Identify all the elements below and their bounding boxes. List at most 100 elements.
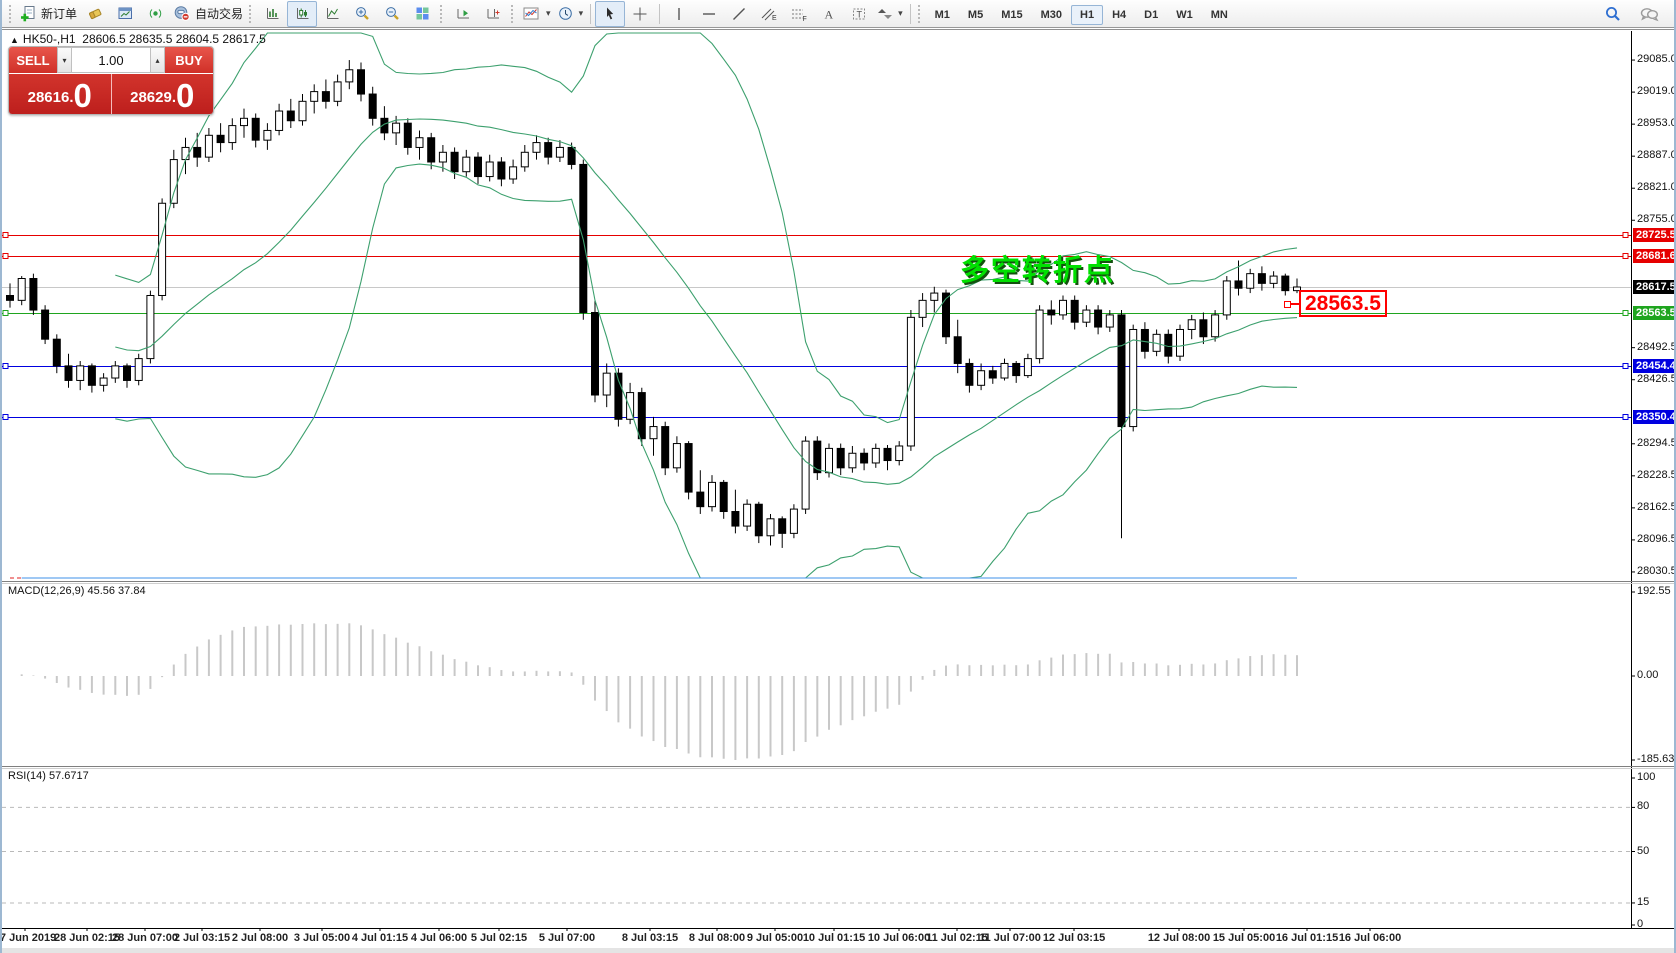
candle-body	[99, 377, 108, 386]
candle-body	[169, 159, 178, 204]
candle-body	[298, 100, 307, 122]
toolbar-grip	[917, 4, 923, 23]
candle-body	[286, 110, 295, 122]
support-price-label: 28350.4	[1633, 410, 1674, 424]
candle-body	[1269, 275, 1278, 284]
candle-body	[380, 117, 389, 134]
auto-trading-button[interactable]: 自动交易	[170, 1, 246, 27]
timeframe-button-MN[interactable]: MN	[1210, 8, 1228, 21]
equidistant-channel-button[interactable]: E	[754, 1, 784, 27]
timeframe-button-H1[interactable]: H1	[1071, 4, 1104, 25]
horizontal-line-button[interactable]	[694, 1, 724, 27]
time-axis-label: 5 Jul 02:15	[470, 932, 528, 944]
price-tick-label: 28096.5	[1637, 532, 1676, 545]
candlestick-chart-icon	[294, 5, 311, 22]
sell-price[interactable]: 28616. 0	[9, 74, 112, 114]
arrows-dropdown[interactable]	[874, 1, 906, 27]
candle-body	[1047, 309, 1056, 316]
timeframe-button-M15[interactable]: M15	[1001, 8, 1023, 21]
timeframe-button-M5[interactable]: M5	[967, 8, 984, 21]
chart-window-button[interactable]	[110, 1, 140, 27]
line-chart-button[interactable]	[317, 1, 347, 27]
buy-button[interactable]: BUY	[165, 47, 213, 73]
signal-button[interactable]	[140, 1, 170, 27]
toolbar-separator	[909, 3, 911, 24]
price-tick-label: 28953.0	[1637, 117, 1676, 130]
timeframe-button-M1[interactable]: M1	[934, 8, 950, 21]
new-order-button[interactable]: 新订单	[17, 1, 80, 27]
vertical-line-button[interactable]	[664, 1, 694, 27]
horizontal-line-icon	[701, 6, 717, 22]
candle-body	[1023, 358, 1032, 377]
timeframe-button-M30[interactable]: M30	[1040, 8, 1062, 21]
candle-body	[64, 365, 73, 381]
candle-body	[1211, 314, 1220, 338]
buy-price[interactable]: 28629. 0	[111, 74, 213, 114]
candle-body	[1094, 309, 1103, 328]
search-button[interactable]	[1598, 1, 1628, 27]
price-tick-label: 29085.0	[1637, 53, 1676, 66]
chart-window-icon	[117, 5, 134, 22]
chart-shift-button[interactable]	[478, 1, 508, 27]
candle-body	[474, 156, 482, 178]
zoom-out-button[interactable]	[377, 1, 407, 27]
volume-decrease-button[interactable]	[57, 47, 72, 73]
zoom-in-icon	[354, 5, 371, 22]
time-axis-label: 10 Jul 06:00	[867, 932, 931, 944]
candle-body	[813, 440, 822, 474]
candle-body	[427, 137, 436, 163]
candle-body	[450, 151, 459, 173]
eraser-button[interactable]	[80, 1, 110, 27]
new-order-label: 新订单	[41, 7, 78, 21]
periods-dropdown[interactable]	[554, 1, 587, 27]
candle-body	[708, 481, 716, 508]
cursor-button[interactable]	[595, 0, 626, 27]
time-axis-label: 10 Jul 01:15	[802, 932, 866, 944]
timeframe-button-D1[interactable]: D1	[1144, 8, 1159, 21]
volume-increase-button[interactable]	[150, 47, 165, 73]
time-axis-label: 11 Jul 02:15	[926, 932, 988, 944]
line-handle	[1622, 363, 1629, 369]
volume-input[interactable]: 1.00	[72, 47, 150, 73]
signal-icon	[147, 5, 164, 22]
candle-body	[965, 362, 974, 386]
support-price-tag[interactable]: 28563.5	[1284, 290, 1387, 317]
resistance-price-label: 28681.6	[1633, 249, 1674, 263]
toolbar-grip	[511, 4, 516, 23]
chat-button[interactable]	[1634, 1, 1664, 27]
trendline-button[interactable]	[724, 1, 754, 27]
timeframe-button-W1[interactable]: W1	[1176, 8, 1193, 21]
candle-body	[76, 365, 85, 381]
candle-body	[403, 122, 412, 148]
candle-body	[942, 292, 950, 338]
auto-scroll-button[interactable]	[448, 1, 478, 27]
symbol-period: HK50-,H1	[22, 32, 76, 46]
time-axis-label: 12 Jul 03:15	[1042, 932, 1106, 944]
line-handle	[1622, 232, 1629, 238]
candle-body	[871, 447, 880, 464]
text-label-button[interactable]: T	[844, 1, 874, 27]
candle-body	[602, 372, 611, 396]
candle-body	[883, 447, 892, 462]
indicators-dropdown[interactable]	[519, 1, 554, 27]
sell-button[interactable]: SELL	[9, 47, 57, 73]
timeframe-button-H4[interactable]: H4	[1112, 8, 1127, 21]
candle-body	[825, 447, 833, 474]
zoom-in-button[interactable]	[347, 1, 377, 27]
svg-text:F: F	[803, 16, 807, 22]
rsi-scale-label: 100	[1637, 771, 1656, 783]
bar-chart-icon	[264, 5, 281, 22]
eraser-icon	[87, 5, 104, 22]
tile-windows-button[interactable]	[407, 1, 437, 27]
text-button[interactable]: A	[814, 1, 844, 27]
time-axis-label: 27 Jun 2019	[0, 932, 57, 944]
bar-chart-button[interactable]	[257, 1, 287, 27]
fibonacci-icon: F	[790, 6, 808, 22]
candle-body	[1222, 280, 1231, 316]
time-axis-label: 4 Jul 06:00	[410, 932, 468, 944]
crosshair-button[interactable]	[625, 1, 655, 27]
candlestick-chart-button[interactable]	[287, 0, 318, 27]
fibonacci-button[interactable]: F	[784, 1, 814, 27]
